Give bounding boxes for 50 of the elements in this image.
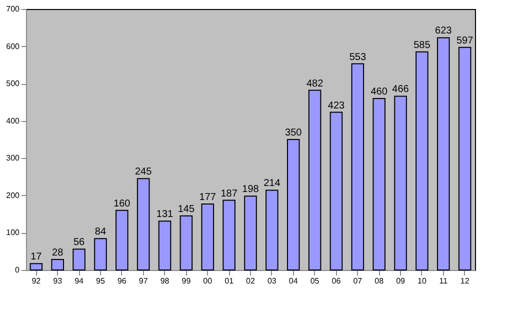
data-label: 131: [156, 209, 174, 220]
data-label: 177: [199, 192, 216, 204]
x-tick-label: 11: [439, 276, 448, 286]
data-label: 28: [52, 248, 64, 259]
x-tick-label: 05: [310, 276, 320, 286]
data-label: 553: [349, 52, 366, 63]
data-label: 350: [285, 128, 302, 138]
data-label: 597: [456, 35, 474, 46]
y-tick-label: 600: [6, 42, 20, 51]
y-tick-label: 700: [6, 4, 20, 14]
x-tick-label: 08: [374, 276, 384, 286]
data-label: 214: [264, 178, 281, 190]
x-tick-label: 03: [267, 276, 277, 286]
x-tick-label: 01: [224, 276, 234, 286]
x-tick-label: 10: [418, 276, 427, 286]
y-tick-label: 100: [6, 228, 20, 238]
y-tick-label: 400: [6, 116, 20, 126]
x-tick-label: 92: [32, 276, 42, 286]
data-label: 466: [392, 84, 410, 96]
data-label: 187: [220, 188, 238, 200]
data-label: 145: [178, 204, 195, 215]
data-label: 460: [370, 86, 388, 98]
y-tick-label: 0: [15, 266, 20, 274]
x-tick-label: 95: [96, 276, 106, 286]
x-tick-label: 00: [203, 276, 213, 286]
x-tick-label: 02: [246, 276, 256, 286]
x-tick-label: 99: [182, 276, 192, 286]
data-label: 423: [328, 100, 346, 112]
data-label: 623: [435, 26, 452, 37]
x-tick-label: 96: [117, 276, 127, 286]
x-tick-label: 12: [460, 276, 470, 286]
y-tick-label: 300: [6, 154, 20, 163]
y-tick-label: 500: [6, 79, 20, 88]
data-label: 84: [94, 226, 106, 238]
x-tick-label: 04: [288, 276, 298, 286]
x-tick-label: 94: [74, 276, 84, 286]
data-label: 17: [30, 252, 42, 263]
x-tick-label: 97: [138, 276, 148, 286]
x-tick-label: 06: [332, 276, 342, 286]
data-label: 585: [414, 40, 431, 51]
x-tick-label: 98: [160, 276, 170, 286]
data-label: 482: [306, 78, 324, 90]
data-label: 56: [73, 237, 86, 248]
y-tick-label: 200: [6, 190, 20, 200]
data-label: 160: [114, 198, 131, 210]
x-tick-label: 09: [396, 276, 406, 286]
data-label: 198: [242, 184, 260, 196]
x-tick-label: 93: [53, 276, 63, 286]
x-tick-label: 07: [353, 276, 363, 286]
data-label: 245: [134, 166, 152, 178]
